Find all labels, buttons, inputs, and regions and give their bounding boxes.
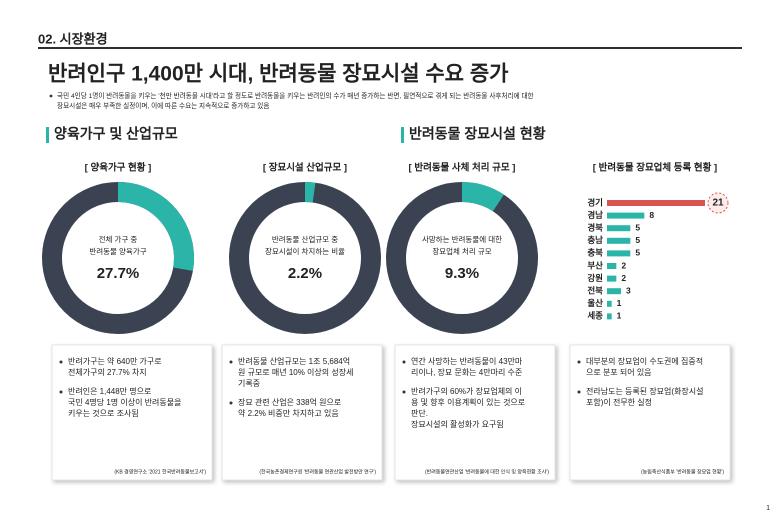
donut-caption: 반려동물 산업규모 중 (272, 234, 338, 244)
bullet-dot (402, 360, 406, 364)
heading-bar (46, 127, 49, 143)
donut-ring (386, 182, 538, 334)
donut-value: 2.2% (288, 265, 322, 282)
bar (607, 263, 617, 269)
bullet-text: 전체가구의 27.7% 차지 (68, 367, 147, 377)
bar (607, 237, 631, 244)
slide-title: 반려인구 1,400만 시대, 반려동물 장묘시설 수요 증가 (48, 63, 509, 86)
bar-label: 충남 (587, 235, 603, 245)
bullet-text: 원 규모로 매년 10% 이상의 성장세 (238, 367, 353, 377)
bullet-dot (229, 401, 233, 405)
donut-caption: 장묘업체 처리 규모 (432, 246, 491, 256)
bar (607, 288, 621, 295)
section-label: 02. 시장환경 (38, 31, 108, 46)
bar-label: 세종 (587, 311, 603, 321)
bar-label: 경북 (587, 222, 603, 232)
bullet-text: 전라남도는 등록된 장묘업(화장시설 (586, 386, 704, 396)
bullet-dot (59, 360, 63, 364)
bar-value: 1 (617, 311, 622, 321)
bullet-text: 반려인은 1,448만 명으로 (68, 386, 151, 396)
bar-label: 경기 (587, 197, 603, 207)
bar-value: 1 (617, 298, 622, 308)
bar (607, 250, 631, 257)
bar-value: 5 (635, 235, 640, 245)
panel-title: [ 장묘시설 산업규모 ] (263, 162, 347, 174)
donut-caption: 전체 가구 중 (99, 234, 138, 244)
info-box (221, 344, 383, 481)
bullet-text: 키우는 것으로 조사됨 (68, 408, 139, 418)
bar (607, 200, 705, 206)
bullet-text: 국민 4명당 1명 이상이 반려동물을 (68, 397, 181, 407)
heading-bar (401, 127, 404, 143)
bullet-dot (229, 360, 233, 364)
bar-label: 부산 (587, 260, 603, 270)
bar (607, 300, 612, 307)
header-rule (38, 47, 742, 49)
source-note: (한국농촌경제연구원 '반려동물 연관산업 발전방안 연구') (259, 468, 376, 475)
bullet-text: 장묘 관련 산업은 338억 원으로 (238, 397, 341, 407)
summary-line: 장묘시설은 매우 부족한 실정이며, 이에 따른 수요는 지속적으로 증가하고 … (57, 101, 269, 110)
bullet-text: 포함)이 전무한 실정 (586, 397, 652, 407)
bullet-text: 판단. (411, 408, 428, 418)
bullet-text: 반려가구의 60%가 장묘업체의 이 (411, 386, 522, 396)
bar (607, 313, 612, 320)
donut-caption: 장묘시설이 차지하는 비율 (265, 246, 345, 256)
bar-label: 경남 (587, 210, 603, 220)
donut-arc (386, 182, 538, 334)
info-box (394, 344, 556, 481)
bar-label: 전북 (587, 285, 603, 295)
bullet-dot (577, 360, 581, 364)
donut-value: 27.7% (97, 265, 140, 282)
section-heading: 양육가구 및 산업규모 (54, 126, 178, 142)
donut-value: 9.3% (445, 265, 479, 282)
info-box (569, 344, 731, 481)
bullet-text: 약 2.2% 비중만 차지하고 있음 (238, 408, 339, 418)
bullet-text: 기록중 (238, 379, 260, 388)
bullet-text: 대부분의 장묘업이 수도권에 집중적 (586, 356, 703, 366)
bar-value: 2 (621, 273, 626, 283)
bullet-dot (402, 390, 406, 394)
bar-label: 울산 (587, 298, 603, 308)
panel-title: [ 양육가구 현황 ] (85, 162, 152, 174)
panel-title: [ 반려동물 장묘업체 등록 현황 ] (593, 162, 717, 174)
bar (607, 275, 617, 282)
source-note: (KB 경영연구소 '2021 한국반려동물보고서') (114, 468, 206, 475)
bullet-dot (59, 390, 63, 394)
bar-value: 8 (649, 210, 654, 220)
section-heading: 반려동물 장묘시설 현황 (409, 126, 546, 142)
info-box (51, 344, 213, 481)
bar-value: 5 (635, 248, 640, 258)
source-note: (농림축산식품부 '반려동물 장묘업 현황') (641, 468, 724, 475)
bullet-text: 반려가구는 약 640만 가구로 (68, 356, 162, 366)
bar-value: 21 (712, 198, 724, 209)
bullet-text: 으로 분포 되어 있음 (586, 367, 652, 377)
donut-ring (229, 182, 381, 334)
bar-value: 3 (626, 285, 631, 295)
bullet-text: 장묘시설의 활성화가 요구됨 (411, 419, 504, 429)
bullet-dot (49, 94, 53, 98)
bar-value: 2 (621, 260, 626, 270)
summary-line: 국민 4인당 1명이 반려동물을 키우는 '천만 반려동물 시대'라고 할 정도… (57, 91, 534, 100)
bar-value: 5 (635, 222, 640, 232)
page-number: 1 (766, 505, 770, 512)
bar-label: 충북 (587, 248, 603, 258)
bar-label: 강원 (587, 273, 603, 283)
bullet-text: 리이나, 장묘 문화는 4만마리 수준 (411, 367, 522, 377)
panel-title: [ 반려동물 사체 처리 규모 ] (409, 162, 516, 174)
bullet-text: 연간 사망하는 반려동물이 43만마 (411, 356, 523, 366)
donut-arc (229, 182, 381, 334)
donut-caption: 사망하는 반려동물에 대한 (422, 234, 502, 244)
bar (607, 212, 645, 219)
donut-arc (42, 182, 194, 334)
bar (607, 225, 631, 232)
bullet-text: 용 및 향후 이용계획이 있는 것으로 (411, 397, 525, 407)
bullet-dot (577, 390, 581, 394)
source-note: (반려동물연관산업 '반려동물에 대한 인식 및 양육현황 조사') (425, 468, 549, 475)
value-highlight (707, 192, 729, 214)
bullet-text: 반려동물 산업규모는 1조 5,684억 (238, 356, 350, 366)
donut-caption: 반려동물 양육가구 (89, 246, 146, 256)
